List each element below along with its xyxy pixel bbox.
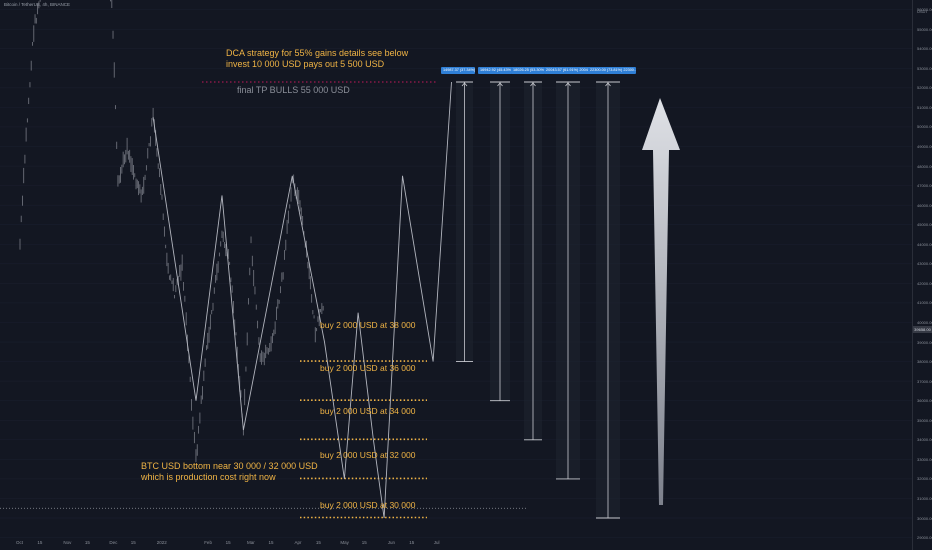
y-tick-label: 52000.00	[917, 85, 932, 91]
y-tick-label: 53000.00	[917, 65, 932, 71]
y-tick-label: 33000.00	[917, 456, 932, 462]
x-tick-label: Oct	[16, 540, 24, 545]
x-tick-label: 15	[409, 540, 415, 545]
currency-label: USDT	[917, 9, 928, 14]
buy-order-label: buy 2 000 USD at 32 000	[320, 450, 416, 460]
y-tick-label: 39000.00	[917, 339, 932, 345]
buy-order-label: buy 2 000 USD at 38 000	[320, 320, 416, 330]
tp-box[interactable]: 16942.92 (45.43%) 16...	[478, 67, 512, 74]
bottom-note-line2: which is production cost right now	[141, 472, 276, 482]
x-tick-label: Mar	[247, 540, 255, 545]
y-tick-label: 30000.00	[917, 515, 932, 521]
y-tick-label: 48000.00	[917, 163, 932, 169]
buy-order-label: buy 2 000 USD at 30 000	[320, 500, 416, 510]
x-tick-label: Dec	[109, 540, 118, 545]
x-tick-label: Feb	[204, 540, 212, 545]
x-tick-label: 15	[37, 540, 43, 545]
x-tick-label: 15	[84, 540, 90, 545]
dca-subtitle: invest 10 000 USD pays out 5 500 USD	[226, 59, 385, 69]
x-tick-label: Apr	[294, 540, 302, 545]
price-axis[interactable]: USDT 58000.0057000.0056000.0055000.00540…	[912, 0, 932, 550]
tp-arrowhead	[605, 82, 611, 87]
y-tick-label: 38000.00	[917, 359, 932, 365]
bottom-note-line1: BTC USD bottom near 30 000 / 32 000 USD	[141, 461, 318, 471]
y-tick-label: 50000.00	[917, 124, 932, 130]
x-tick-label: 15	[130, 540, 136, 545]
historical-candles	[19, 0, 324, 463]
y-tick-label: 49000.00	[917, 144, 932, 150]
tp-measure-bars	[456, 81, 620, 519]
y-tick-label: 54000.00	[917, 46, 932, 52]
tp-arrowhead	[565, 82, 571, 87]
x-tick-label: Jul	[433, 540, 440, 545]
x-tick-label: 15	[361, 540, 367, 545]
y-tick-label: 36000.00	[917, 398, 932, 404]
tp-box[interactable]: 14987.37 (37.34%) 14...	[441, 67, 475, 74]
buy-order-label: buy 2 000 USD at 36 000	[320, 363, 416, 373]
y-tick-label: 35000.00	[917, 417, 932, 423]
y-tick-label: 34000.00	[917, 437, 932, 443]
y-tick-label: 29000.00	[917, 535, 932, 541]
y-tick-label: 45000.00	[917, 222, 932, 228]
tp-box[interactable]: 18026.25 (53.30%) 1...	[511, 67, 545, 74]
y-tick-label: 37000.00	[917, 378, 932, 384]
dca-title: DCA strategy for 55% gains details see b…	[226, 48, 409, 58]
y-tick-label: 46000.00	[917, 202, 932, 208]
level-lines	[0, 81, 528, 519]
y-tick-label: 42000.00	[917, 280, 932, 286]
y-tick-label: 32000.00	[917, 476, 932, 482]
y-tick-label: 40000.00	[917, 319, 932, 325]
x-tick-label: 15	[315, 540, 321, 545]
x-tick-label: Jun	[387, 540, 396, 545]
current-price-tag: 39658.00	[913, 325, 932, 333]
x-tick-label: 2022	[156, 540, 167, 545]
x-tick-label: 15	[268, 540, 274, 545]
tp-arrowhead	[497, 82, 503, 87]
up-arrow-shape	[642, 98, 680, 505]
tp-arrowhead	[530, 82, 536, 87]
tp-arrowhead	[461, 82, 468, 87]
x-tick-label: Nov	[63, 540, 72, 545]
projection-line	[152, 81, 452, 519]
y-tick-label: 31000.00	[917, 495, 932, 501]
up-arrow-icon	[642, 98, 680, 505]
y-tick-label: 51000.00	[917, 104, 932, 110]
y-tick-label: 55000.00	[917, 26, 932, 32]
symbol-label: Bitcoin / TetherUS, 4h, BINANCE	[4, 2, 70, 7]
projection-path	[152, 81, 452, 519]
buy-order-label: buy 2 000 USD at 34 000	[320, 406, 416, 416]
x-tick-label: 15	[225, 540, 231, 545]
y-tick-label: 47000.00	[917, 183, 932, 189]
y-tick-label: 56000.00	[917, 7, 932, 13]
tp-box[interactable]: 22300.00 (73.81%) 22300...	[588, 67, 636, 74]
final-tp-label: final TP BULLS 55 000 USD	[237, 85, 350, 95]
y-tick-label: 41000.00	[917, 300, 932, 306]
x-tick-label: May	[340, 540, 349, 545]
y-tick-label: 43000.00	[917, 261, 932, 267]
y-tick-label: 44000.00	[917, 241, 932, 247]
tp-box[interactable]: 20043.57 (61.91%) 20043...	[544, 67, 590, 74]
